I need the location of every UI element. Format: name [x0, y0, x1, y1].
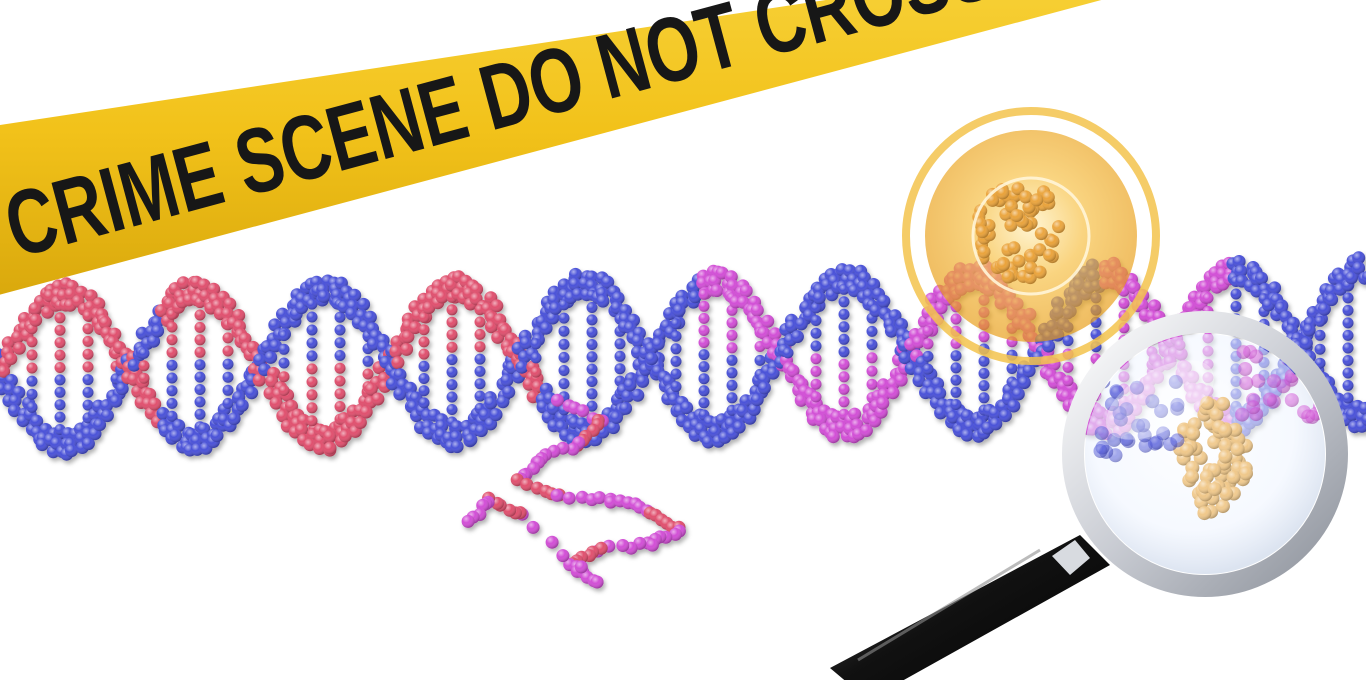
spotlight-lens-icon: [902, 107, 1160, 365]
tape-band: [0, 0, 1102, 295]
magnifier-rim: [1062, 311, 1348, 597]
magnifier-handle: [830, 535, 1110, 680]
tape-text: CRIME SCENE DO NOT CROSS: [0, 0, 1004, 278]
magnifying-glass-icon: [830, 311, 1348, 680]
